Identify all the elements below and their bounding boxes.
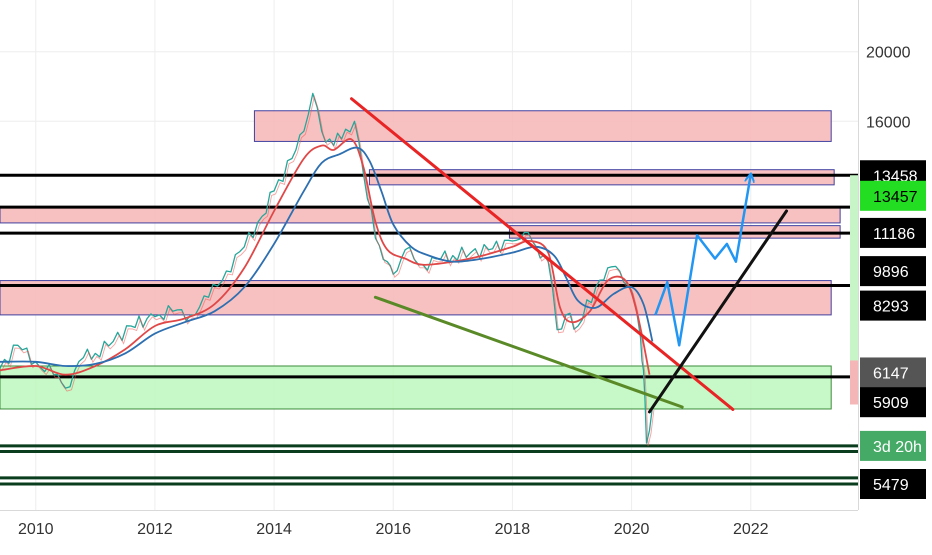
x-tick-label-6: 2022 <box>733 521 769 538</box>
falling-resistance-trendline[interactable] <box>350 97 735 411</box>
x-tick-label-2: 2014 <box>256 521 292 538</box>
price-label-6: 5909 <box>873 395 909 412</box>
price-line <box>0 92 654 444</box>
x-tick-label-5: 2020 <box>614 521 650 538</box>
price-axis[interactable]: 2000016000134581345711186989682936147590… <box>850 45 926 499</box>
price-label-box-4[interactable] <box>860 290 926 321</box>
price-label-box-3[interactable] <box>860 256 926 287</box>
resistance-zone-1[interactable] <box>368 169 835 186</box>
price-label-7: 3d 20h <box>873 439 922 456</box>
price-range-bar-red <box>850 360 858 405</box>
price-label-box-5[interactable] <box>860 357 926 388</box>
price-label-box-1[interactable] <box>860 180 926 211</box>
falling-support-trendline[interactable] <box>373 295 684 409</box>
price-label-2: 11186 <box>873 226 915 243</box>
x-tick-label-1: 2012 <box>137 521 173 538</box>
resistance-zone-2[interactable] <box>0 206 841 224</box>
ma-fast-line <box>0 138 651 376</box>
price-label-box-8[interactable] <box>860 469 926 499</box>
horizontal-levels <box>0 173 858 486</box>
price-label-1: 13457 <box>873 189 918 206</box>
price-label-4: 8293 <box>873 299 909 316</box>
resistance-zone-0[interactable] <box>253 110 832 142</box>
x-tick-label-4: 2018 <box>495 521 531 538</box>
rising-support-trendline[interactable] <box>647 209 788 414</box>
price-label-box-6[interactable] <box>860 387 926 418</box>
price-series <box>0 92 655 447</box>
projection-path <box>654 174 750 347</box>
trendlines <box>350 97 788 414</box>
price-label-8: 5479 <box>873 477 909 494</box>
support-zone-5[interactable] <box>0 365 832 410</box>
price-label-box-7[interactable] <box>860 430 926 461</box>
price-label-box-2[interactable] <box>860 217 926 248</box>
price-label-5: 6147 <box>873 365 909 382</box>
y-tick-label-1: 16000 <box>866 114 911 131</box>
price-wicks <box>1 94 655 447</box>
x-tick-label-0: 2010 <box>18 521 54 538</box>
projection-arrow-path[interactable] <box>654 174 750 347</box>
y-tick-label-0: 20000 <box>866 45 911 62</box>
x-tick-label-3: 2016 <box>375 521 411 538</box>
time-axis[interactable]: 2010 2012 2014 2016 2018 2020 2022 <box>18 521 769 538</box>
ma-slow-line <box>0 146 654 367</box>
price-label-3: 9896 <box>873 264 909 281</box>
price-range-bar <box>850 175 858 389</box>
